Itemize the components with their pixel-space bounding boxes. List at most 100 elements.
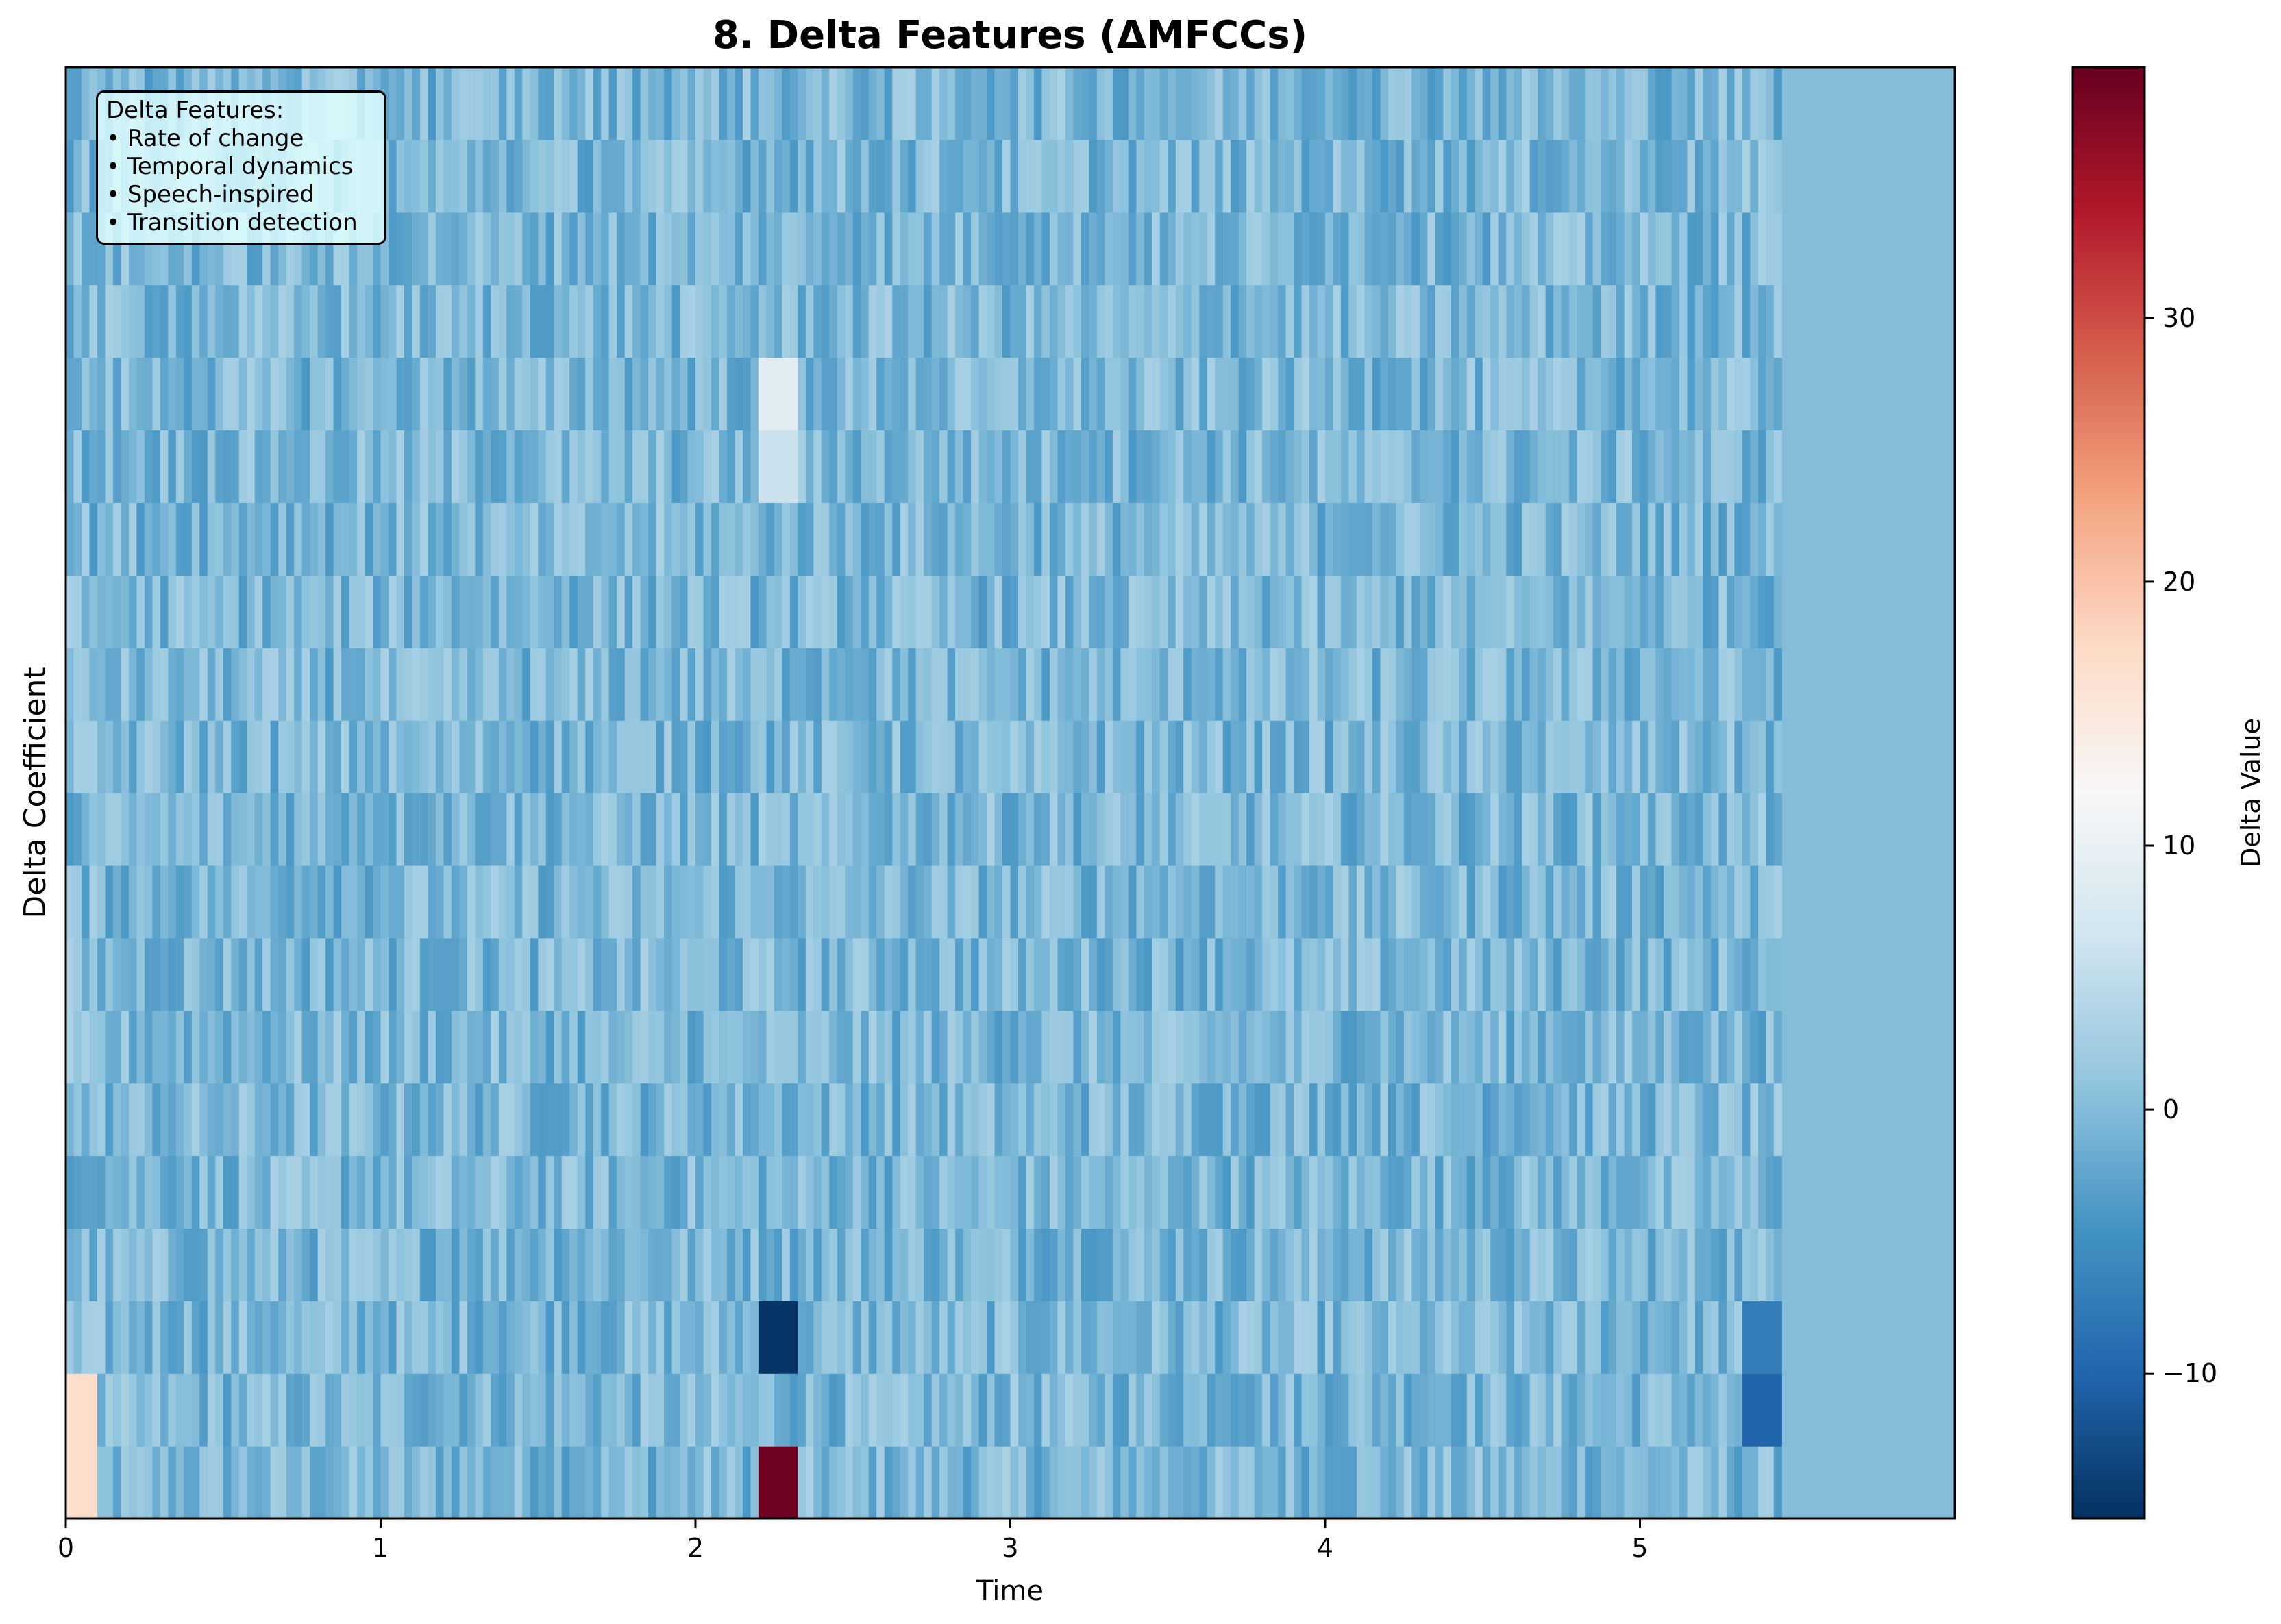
heatmap-cell	[569, 575, 578, 648]
heatmap-cell	[648, 430, 657, 503]
heatmap-cell	[1750, 648, 1759, 721]
heatmap-cell	[1506, 212, 1515, 286]
heatmap-cell	[1340, 284, 1350, 358]
heatmap-cell	[1380, 139, 1389, 213]
heatmap-cell	[1002, 212, 1011, 286]
heatmap-cell	[1482, 502, 1491, 576]
heatmap-cell	[561, 648, 570, 721]
heatmap-cell	[1348, 502, 1357, 576]
heatmap-cell	[459, 212, 468, 286]
heatmap-cell	[971, 1155, 980, 1229]
heatmap-cell	[1325, 1446, 1334, 1518]
heatmap-cell	[1152, 284, 1161, 358]
heatmap-cell	[1687, 284, 1696, 358]
heatmap-cell	[1065, 212, 1074, 286]
heatmap-cell	[545, 1373, 554, 1447]
heatmap-cell	[1592, 648, 1601, 721]
heatmap-cell	[522, 1301, 531, 1374]
heatmap-cell	[215, 937, 224, 1011]
heatmap-cell	[1514, 67, 1522, 140]
heatmap-cell	[892, 865, 901, 939]
heatmap-cell	[640, 284, 649, 358]
heatmap-cell	[1270, 357, 1279, 431]
heatmap-cell	[1663, 502, 1673, 576]
heatmap-cell	[254, 793, 263, 866]
heatmap-cell	[1475, 139, 1483, 213]
heatmap-cell	[593, 865, 602, 939]
heatmap-cell	[380, 1083, 389, 1157]
heatmap-cell	[1175, 720, 1184, 793]
heatmap-cell	[1514, 1083, 1522, 1157]
heatmap-cell	[1049, 575, 1059, 648]
heatmap-cell	[1490, 1083, 1499, 1157]
heatmap-cell	[671, 430, 680, 503]
heatmap-cell	[1663, 284, 1673, 358]
heatmap-cell	[687, 212, 696, 286]
heatmap-cell	[1529, 865, 1538, 939]
heatmap-cell	[1246, 575, 1255, 648]
heatmap-cell	[1490, 212, 1499, 286]
heatmap-cell	[1340, 1446, 1350, 1518]
heatmap-cell	[152, 1373, 161, 1447]
heatmap-cell	[1529, 720, 1538, 793]
heatmap-cell	[1647, 430, 1657, 503]
heatmap-cell	[1049, 865, 1059, 939]
heatmap-cell	[789, 1083, 798, 1157]
heatmap-cell	[884, 937, 893, 1011]
heatmap-cell	[1396, 793, 1405, 866]
heatmap-cell	[1561, 575, 1570, 648]
heatmap-cell	[223, 1010, 232, 1084]
heatmap-cell	[1427, 212, 1436, 286]
heatmap-cell	[798, 1155, 806, 1229]
heatmap-cell	[136, 648, 145, 721]
heatmap-cell	[1372, 1446, 1381, 1518]
heatmap-cell	[774, 793, 782, 866]
heatmap-cell	[561, 1083, 570, 1157]
heatmap-cell	[868, 648, 877, 721]
heatmap-cell	[538, 139, 547, 213]
heatmap-cell	[262, 648, 271, 721]
heatmap-cell	[837, 67, 846, 140]
heatmap-cell	[1608, 793, 1617, 866]
heatmap-cell	[419, 357, 429, 431]
heatmap-cell	[1026, 1301, 1035, 1374]
heatmap-cell	[1647, 357, 1657, 431]
heatmap-cell	[884, 575, 893, 648]
heatmap-cell	[845, 212, 854, 286]
heatmap-cell	[1734, 1301, 1743, 1374]
heatmap-cell	[908, 865, 917, 939]
heatmap-cell	[1640, 1155, 1649, 1229]
heatmap-cell	[798, 67, 806, 140]
heatmap-cell	[365, 284, 373, 358]
heatmap-cell	[1246, 357, 1255, 431]
heatmap-cell	[963, 139, 972, 213]
heatmap-cell	[373, 575, 382, 648]
heatmap-cell	[955, 67, 964, 140]
heatmap-cell	[333, 648, 342, 721]
heatmap-cell	[538, 1228, 547, 1301]
heatmap-cell	[467, 937, 476, 1011]
heatmap-cell	[1710, 1228, 1719, 1301]
heatmap-cell	[1443, 865, 1452, 939]
heatmap-cell	[365, 1301, 373, 1374]
heatmap-cell	[994, 1373, 1003, 1447]
heatmap-cell	[900, 865, 909, 939]
heatmap-cell	[1262, 284, 1271, 358]
heatmap-cell	[1317, 937, 1326, 1011]
heatmap-cell	[1459, 1446, 1468, 1518]
heatmap-cell	[924, 1010, 933, 1084]
heatmap-cell	[1152, 720, 1161, 793]
x-tick-label: 3	[1002, 1533, 1018, 1563]
heatmap-cell	[1687, 1083, 1696, 1157]
heatmap-cell	[538, 1446, 547, 1518]
heatmap-cell	[1616, 1446, 1625, 1518]
heatmap-cell	[711, 793, 720, 866]
heatmap-cell	[1538, 793, 1546, 866]
heatmap-cell	[1254, 212, 1263, 286]
heatmap-cell	[1246, 1373, 1255, 1447]
heatmap-cell	[89, 1010, 98, 1084]
heatmap-cell	[664, 1446, 673, 1518]
heatmap-cell	[908, 1083, 917, 1157]
heatmap-cell	[1081, 212, 1089, 286]
heatmap-cell	[1175, 67, 1184, 140]
